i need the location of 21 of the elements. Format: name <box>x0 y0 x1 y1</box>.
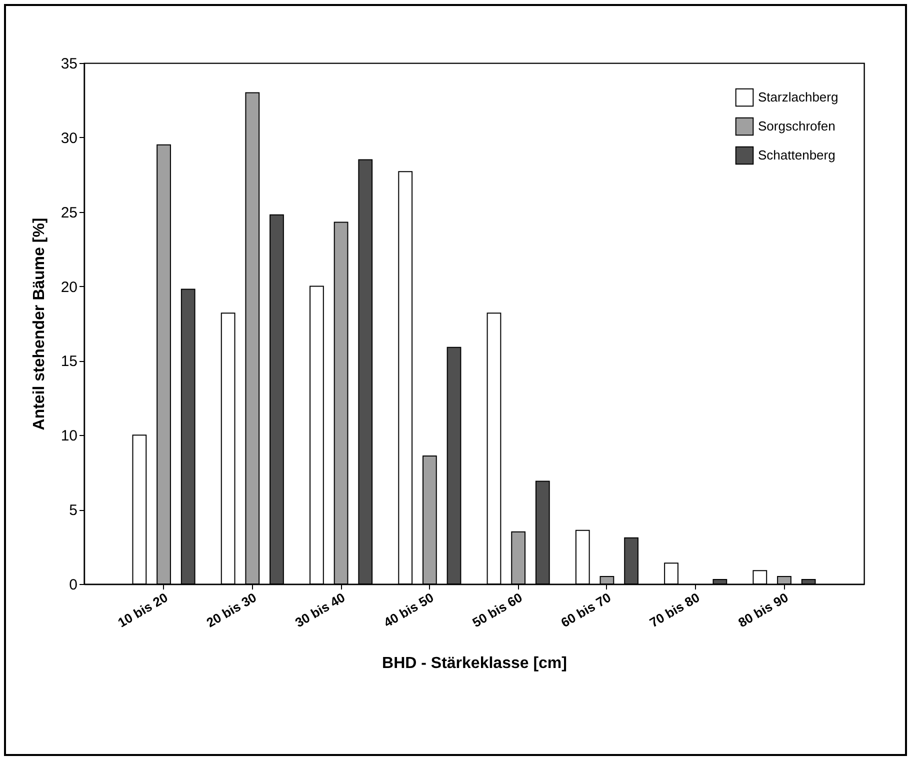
y-tick-label: 10 <box>60 428 78 445</box>
y-tick-label: 30 <box>60 130 78 147</box>
x-tick-label: 80 bis 90 <box>736 590 791 630</box>
y-tick-label: 35 <box>60 56 78 72</box>
y-tick-label: 15 <box>60 353 78 370</box>
x-axis-title: BHD - Stärkeklasse [cm] <box>382 655 567 672</box>
x-tick-label: 60 bis 70 <box>558 590 614 630</box>
x-tick-label: 10 bis 20 <box>115 590 170 630</box>
x-tick-label: 20 bis 30 <box>204 590 259 630</box>
x-tick-label: 30 bis 40 <box>292 590 348 630</box>
legend-label: Starzlachberg <box>758 90 838 104</box>
x-tick-label: 40 bis 50 <box>381 590 436 630</box>
x-tick-label: 70 bis 80 <box>647 590 702 630</box>
x-tick-label: 50 bis 60 <box>470 590 525 630</box>
y-axis-title: Anteil stehender Bäume [%] <box>30 218 48 430</box>
legend-label: Sorgschrofen <box>758 118 836 134</box>
y-tick-label: 0 <box>69 576 78 594</box>
y-tick-label: 5 <box>69 502 78 520</box>
y-tick-label: 20 <box>60 278 78 296</box>
legend-label: Schattenberg <box>758 148 836 162</box>
y-tick-label: 25 <box>60 204 78 222</box>
